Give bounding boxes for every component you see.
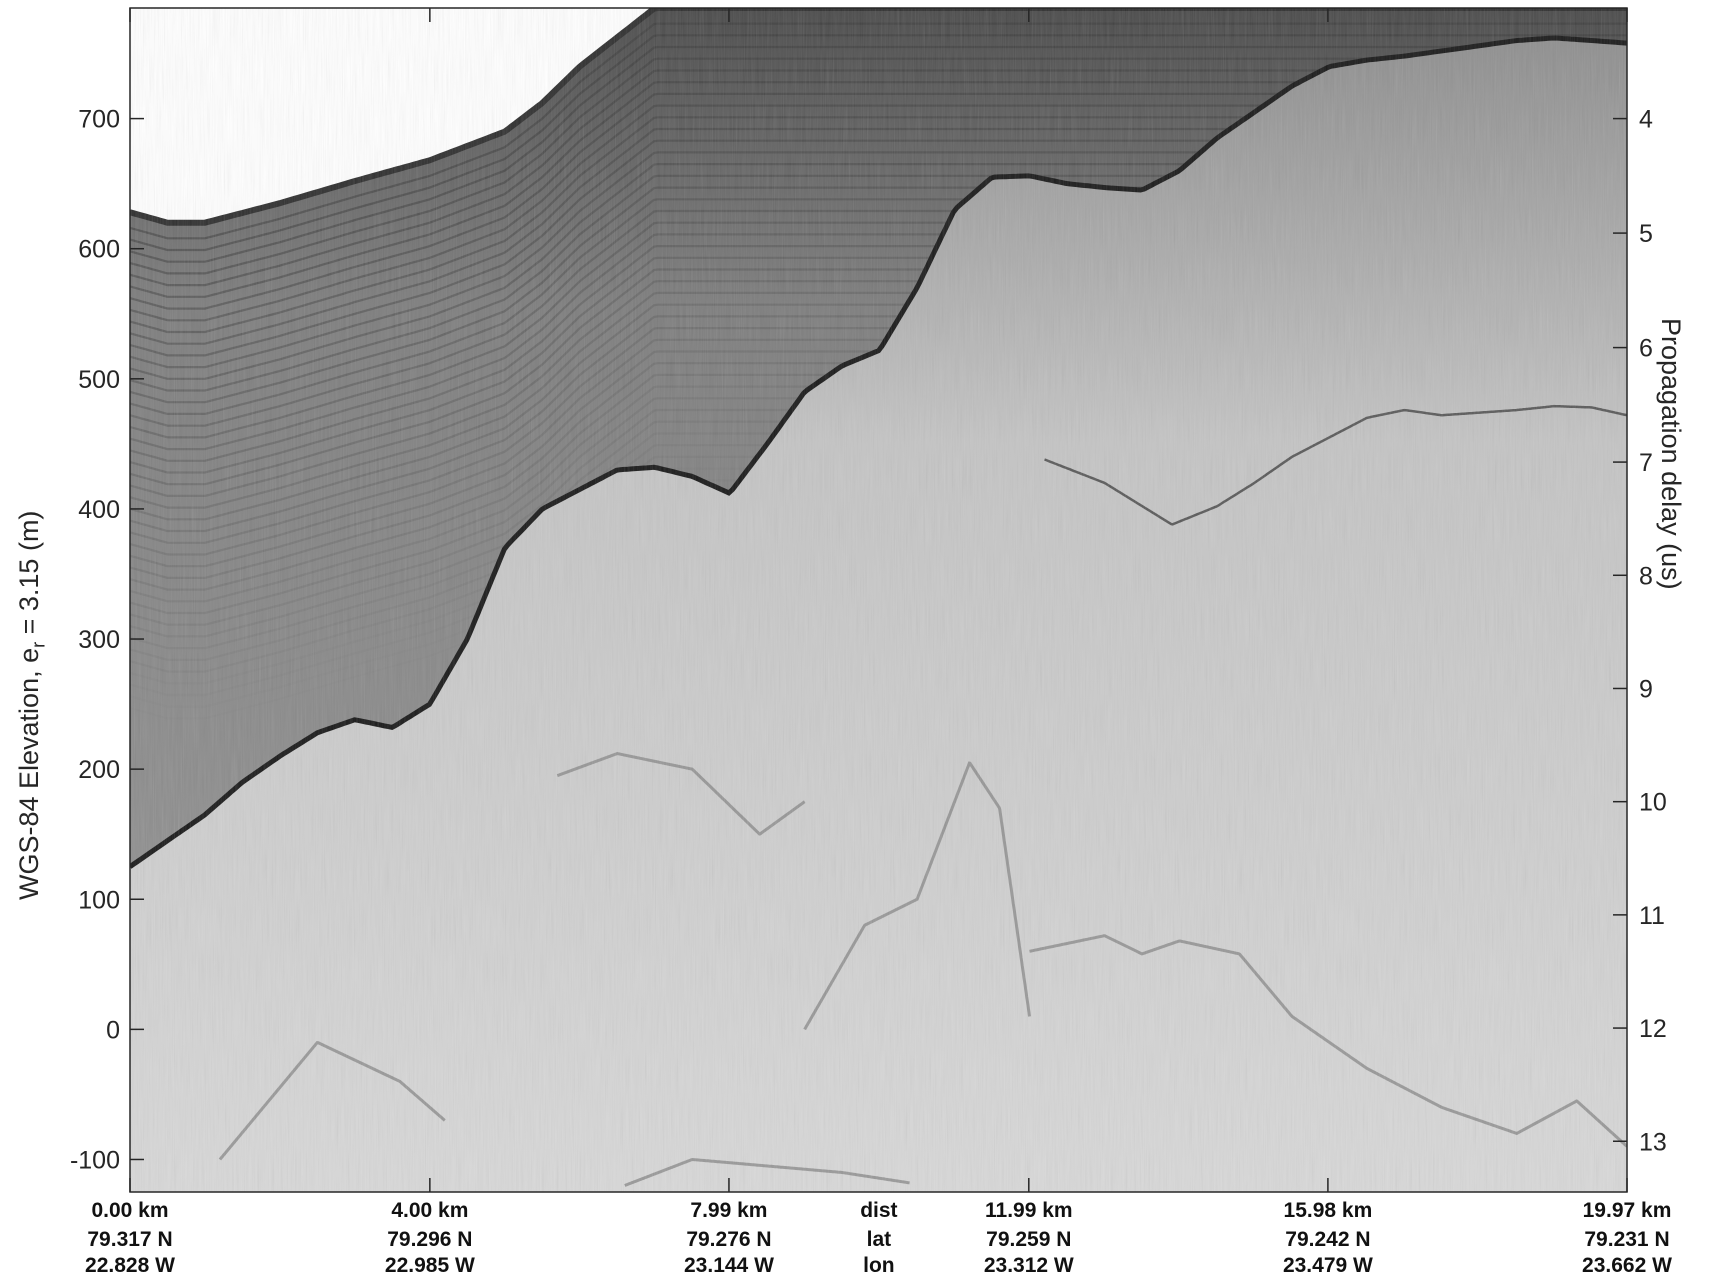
x-tick-label-lat: 79.317 N	[87, 1228, 172, 1251]
y-tick-label-right: 5	[1639, 220, 1653, 248]
x-tick-label-lon: 22.828 W	[85, 1254, 175, 1276]
y-tick-label-right: 4	[1639, 106, 1653, 134]
x-tick-label-lon: 23.479 W	[1283, 1254, 1373, 1276]
y-tick-label: 500	[78, 366, 120, 394]
y-tick-label-right: 12	[1639, 1015, 1667, 1043]
y-tick-label-right: 11	[1639, 902, 1665, 930]
x-tick-label-lat: 79.231 N	[1584, 1228, 1669, 1251]
y-axis-label-left: WGS-84 Elevation, er = 3.15 (m)	[14, 510, 49, 900]
y-tick-label: 600	[78, 236, 120, 264]
x-axis: 0.00 km 79.317 N 22.828 W 4.00 km 79.296 N 22…	[85, 8, 1672, 1276]
x-tick-label-dist: 4.00 km	[391, 1199, 468, 1222]
x-tick-label-lat: 79.259 N	[986, 1228, 1071, 1251]
x-tick-label-dist: 11.99 km	[985, 1199, 1073, 1222]
x-tick-label-lon: 22.985 W	[385, 1254, 475, 1276]
y-tick-label: 100	[78, 886, 120, 914]
y-tick-label: 200	[78, 756, 120, 784]
right-y-axis: 4 5 6 7 8 9 10 11 12 13	[1613, 106, 1667, 1156]
y-tick-label: 700	[78, 106, 120, 134]
x-tick-label-lat: 79.276 N	[686, 1228, 771, 1251]
echogram-noise	[130, 8, 1627, 1192]
plot-frame	[129, 7, 1628, 1193]
y-axis-label-right: Propagation delay (us)	[1656, 318, 1686, 590]
x-tick-label-dist: 0.00 km	[91, 1199, 168, 1222]
x-tick-label-dist: 7.99 km	[690, 1199, 767, 1222]
y-tick-label: 300	[78, 626, 120, 654]
x-tick-label-lon: 23.662 W	[1582, 1254, 1672, 1276]
x-row-label-lat: lat	[867, 1228, 892, 1251]
y-tick-label: 0	[106, 1016, 120, 1044]
y-tick-label: -100	[70, 1146, 120, 1174]
x-row-label-lon: lon	[863, 1254, 895, 1276]
echogram-image	[130, 8, 1627, 1192]
x-tick-label-lat: 79.296 N	[387, 1228, 472, 1251]
left-y-axis: -100 0 100 200 300 400 500 600 700	[70, 106, 144, 1174]
y-tick-label-right: 9	[1639, 675, 1653, 703]
x-tick-label-dist: 15.98 km	[1284, 1199, 1373, 1222]
y-tick-label-right: 7	[1639, 449, 1653, 477]
x-row-label-dist: dist	[860, 1199, 897, 1222]
y-tick-label-right: 13	[1639, 1128, 1667, 1156]
y-tick-label: 400	[78, 496, 120, 524]
x-tick-label-lon: 23.312 W	[984, 1254, 1074, 1276]
x-tick-label-lat: 79.242 N	[1285, 1228, 1370, 1251]
y-tick-label-right: 6	[1639, 335, 1653, 363]
y-tick-label-right: 10	[1639, 789, 1667, 817]
y-tick-label-right: 8	[1639, 562, 1653, 590]
x-tick-label-lon: 23.144 W	[684, 1254, 774, 1276]
x-tick-label-dist: 19.97 km	[1583, 1199, 1672, 1222]
